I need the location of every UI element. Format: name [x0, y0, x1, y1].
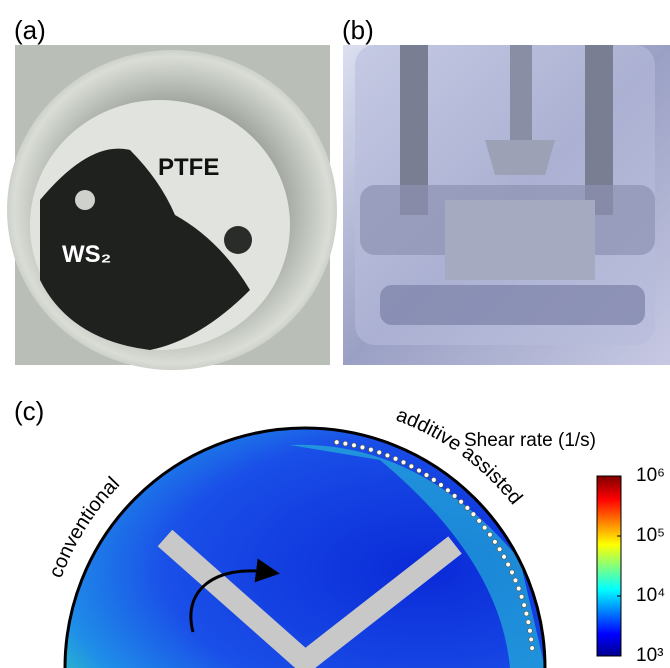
particle: [424, 473, 429, 478]
particle: [488, 532, 493, 537]
photo-b: [343, 45, 670, 365]
particle: [529, 637, 534, 642]
particle: [334, 440, 339, 445]
particle: [513, 578, 518, 583]
particle: [393, 456, 398, 461]
colorbar-title: Shear rate (1/s): [464, 430, 596, 451]
colorbar-ticks: 10⁶ 10⁵ 10⁴ 10³: [617, 465, 665, 666]
particle: [465, 506, 470, 511]
panel-label: (a): [14, 15, 46, 45]
particle: [516, 586, 521, 591]
colorbar-tick-label: 10⁵: [636, 525, 665, 546]
ptfe-label: PTFE: [158, 154, 219, 181]
particle: [502, 554, 507, 559]
particle: [401, 460, 406, 465]
particle: [510, 570, 515, 575]
panel-label: (c): [14, 396, 44, 426]
particle: [477, 518, 482, 523]
colorbar-tick-label: 10⁴: [636, 585, 665, 606]
particle: [526, 620, 531, 625]
particle: [530, 646, 535, 651]
particle: [352, 443, 357, 448]
ws2-label: WS₂: [62, 241, 111, 268]
figure: (a) PTFE WS₂ (b) (c) conventional additi…: [0, 0, 670, 668]
photo-a: [7, 45, 337, 370]
panel-label: (b): [342, 15, 374, 45]
particle: [431, 477, 436, 482]
particle: [409, 464, 414, 469]
particle: [343, 441, 348, 446]
particle: [452, 494, 457, 499]
colorbar-tick-label: 10³: [636, 645, 663, 666]
particle: [439, 483, 444, 488]
particle: [506, 562, 511, 567]
particle: [528, 628, 533, 633]
particle: [482, 525, 487, 530]
particle: [385, 453, 390, 458]
particle: [524, 611, 529, 616]
colorbar: [597, 476, 621, 656]
particle: [493, 539, 498, 544]
particle: [445, 488, 450, 493]
colorbar-tick-label: 10⁶: [636, 465, 665, 486]
particle: [471, 512, 476, 517]
particle: [360, 445, 365, 450]
particle: [368, 447, 373, 452]
particle: [417, 468, 422, 473]
particle: [459, 499, 464, 504]
particle: [519, 594, 524, 599]
particle: [377, 450, 382, 455]
particle: [497, 547, 502, 552]
shear-field: [65, 420, 545, 668]
particle: [522, 603, 527, 608]
